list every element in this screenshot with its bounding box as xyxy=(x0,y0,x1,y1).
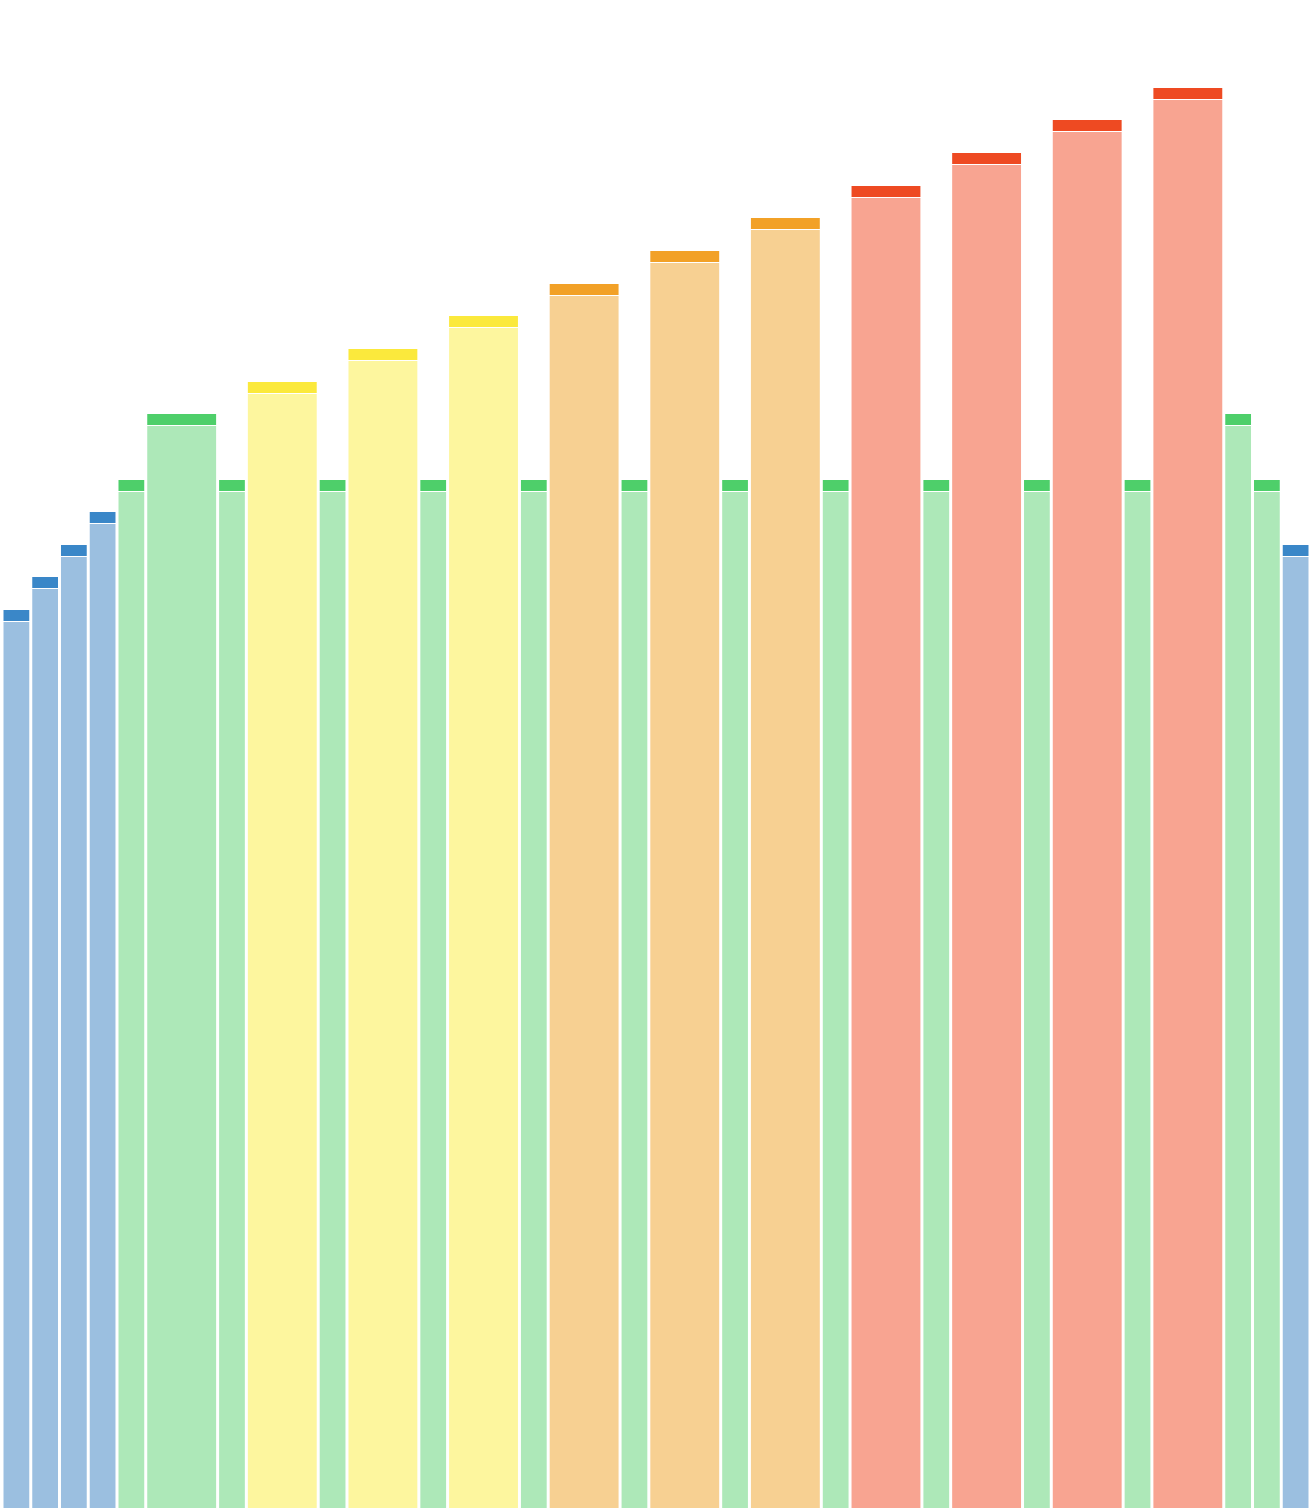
bar-cap-12 xyxy=(449,316,518,327)
bar-cap-1 xyxy=(3,610,30,621)
bar-21 xyxy=(923,492,950,1508)
bar-cap-11 xyxy=(420,480,447,491)
bar-cap-27 xyxy=(1225,414,1252,425)
bar-cap-21 xyxy=(923,480,950,491)
bar-25 xyxy=(1124,492,1151,1508)
bar-cap-15 xyxy=(621,480,648,491)
bar-cap-5 xyxy=(118,480,145,491)
bar-cap-22 xyxy=(952,153,1022,164)
bar-cap-14 xyxy=(549,284,619,295)
bar-cap-25 xyxy=(1124,480,1151,491)
bar-13 xyxy=(520,492,547,1508)
bar-10 xyxy=(348,361,418,1508)
bar-27 xyxy=(1225,426,1252,1508)
bar-23 xyxy=(1024,492,1050,1508)
bar-cap-17 xyxy=(722,480,748,491)
bar-5 xyxy=(118,492,145,1508)
bar-12 xyxy=(449,328,518,1508)
bar-22 xyxy=(952,165,1022,1508)
bar-20 xyxy=(851,198,921,1508)
bar-cap-6 xyxy=(147,414,217,425)
bar-14 xyxy=(549,296,619,1508)
bar-cap-9 xyxy=(319,480,346,491)
bar-cap-20 xyxy=(851,186,921,197)
bar-cap-3 xyxy=(60,545,87,556)
bar-cap-26 xyxy=(1153,88,1223,99)
bar-16 xyxy=(650,263,720,1508)
bar-1 xyxy=(3,622,30,1508)
bar-24 xyxy=(1052,132,1122,1508)
bar-6 xyxy=(147,426,217,1508)
bar-cap-28 xyxy=(1254,480,1280,491)
bar-cap-13 xyxy=(520,480,547,491)
bar-19 xyxy=(822,492,849,1508)
bar-cap-16 xyxy=(650,251,720,262)
bar-cap-2 xyxy=(32,577,58,588)
bar-11 xyxy=(420,492,447,1508)
bar-2 xyxy=(32,589,58,1508)
bar-4 xyxy=(89,524,116,1508)
bar-cap-18 xyxy=(750,218,820,229)
bar-cap-10 xyxy=(348,349,418,360)
bar-17 xyxy=(722,492,748,1508)
bar-15 xyxy=(621,492,648,1508)
bar-cap-29 xyxy=(1282,545,1309,556)
bar-26 xyxy=(1153,100,1223,1508)
bar-7 xyxy=(219,492,245,1508)
bar-9 xyxy=(319,492,346,1508)
bar-cap-4 xyxy=(89,512,116,523)
bar-cap-7 xyxy=(219,480,245,491)
bar-28 xyxy=(1254,492,1280,1508)
bar-cap-23 xyxy=(1024,480,1050,491)
bar-cap-8 xyxy=(247,382,317,393)
bar-18 xyxy=(750,230,820,1508)
bar-29 xyxy=(1282,557,1309,1508)
bar-cap-19 xyxy=(822,480,849,491)
bars-group xyxy=(3,88,1309,1508)
bar-cap-24 xyxy=(1052,120,1122,131)
bar-8 xyxy=(247,394,317,1508)
bar-3 xyxy=(60,557,87,1508)
